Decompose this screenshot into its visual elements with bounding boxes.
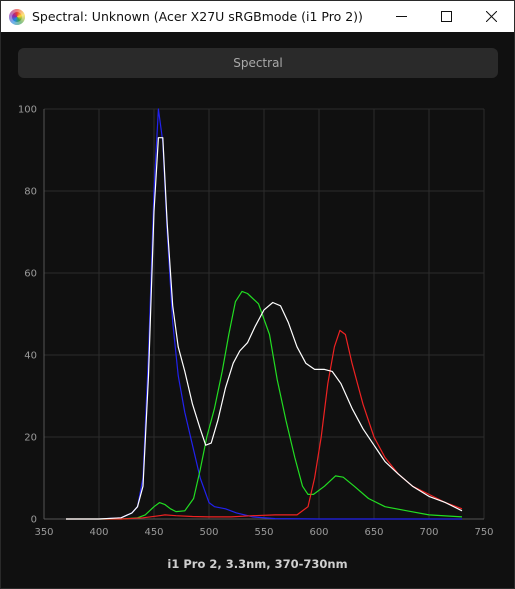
y-tick-label: 20	[24, 433, 37, 444]
chart-series	[66, 108, 463, 520]
x-tick-label: 650	[364, 527, 383, 538]
x-tick-label: 450	[144, 527, 163, 538]
series-line-1	[66, 290, 463, 520]
y-tick-label: 100	[18, 105, 37, 116]
spectral-chart: 350 400 450 500 550 600 650 700 750 0 20 40 60 80 100	[18, 105, 494, 539]
y-tick-label: 40	[24, 351, 37, 362]
chart-tick-labels: 350 400 450 500 550 600 650 700 750 0 20 40 60 80 100	[18, 105, 494, 539]
x-tick-label: 400	[89, 527, 108, 538]
spectral-view-button[interactable]: Spectral	[18, 48, 498, 78]
y-tick-label: 60	[24, 269, 37, 280]
series-line-3	[66, 137, 463, 520]
maximize-icon[interactable]	[424, 1, 469, 32]
y-tick-label: 80	[24, 187, 37, 198]
chart-grid	[43, 108, 485, 520]
title-bar[interactable]: Spectral: Unknown (Acer X27U sRGBmode (i…	[1, 1, 514, 32]
x-axis-label: i1 Pro 2, 3.3nm, 370-730nm	[167, 557, 348, 571]
app-spectrum-icon	[9, 8, 25, 25]
x-tick-label: 350	[34, 527, 53, 538]
series-line-2	[66, 329, 463, 520]
x-tick-label: 600	[309, 527, 328, 538]
x-tick-label: 750	[474, 527, 493, 538]
close-icon[interactable]	[469, 1, 514, 32]
window-title: Spectral: Unknown (Acer X27U sRGBmode (i…	[32, 9, 363, 24]
x-tick-label: 700	[419, 527, 438, 538]
x-tick-label: 550	[254, 527, 273, 538]
minimize-icon[interactable]	[379, 1, 424, 32]
window-controls	[379, 1, 514, 32]
y-tick-label: 0	[31, 515, 37, 526]
x-tick-label: 500	[199, 527, 218, 538]
